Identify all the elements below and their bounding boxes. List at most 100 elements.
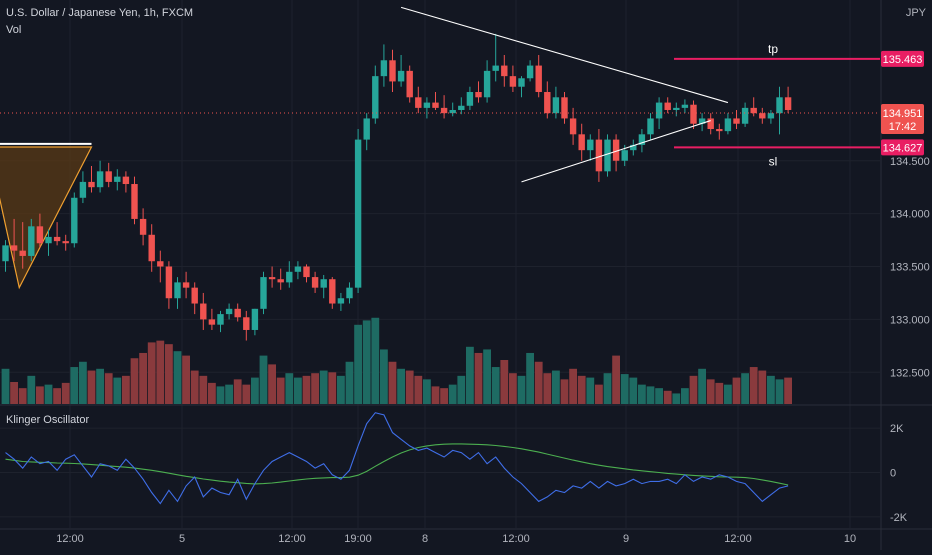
symbol-title: U.S. Dollar / Japanese Yen, 1h, FXCM (6, 7, 194, 19)
candle (741, 102, 749, 127)
candle-body (122, 176, 130, 185)
volume-bar (302, 375, 311, 404)
volume-bar (53, 388, 61, 404)
candle (260, 271, 267, 315)
volume-bar (10, 382, 18, 404)
volume-bar (319, 370, 328, 404)
price-tick-label: 134.000 (890, 209, 930, 221)
candle (208, 308, 216, 330)
price-tick-label: 133.000 (890, 314, 930, 326)
candle-body (10, 245, 18, 251)
candle-body (268, 277, 276, 280)
volume-bar (629, 377, 638, 404)
candle-body (509, 76, 517, 87)
candle (320, 274, 327, 299)
volume-bar (414, 375, 423, 404)
candle-body (406, 70, 413, 98)
candle-body (2, 245, 9, 262)
volume-bar (405, 370, 414, 404)
candle-body (595, 139, 603, 172)
candle-body (423, 102, 431, 108)
volume-bar (509, 373, 517, 404)
candle (638, 129, 646, 153)
candle-body (716, 129, 723, 132)
volume-bar (268, 364, 276, 404)
candle (776, 86, 783, 135)
candle-body (191, 287, 198, 304)
volume-bar (44, 384, 53, 404)
volume-bar (354, 324, 362, 404)
volume-bar (595, 384, 603, 404)
candle-body (466, 92, 474, 106)
trendline-0 (400, 6, 729, 104)
candle (277, 268, 284, 290)
candle-body (277, 279, 284, 283)
candle (294, 261, 302, 280)
price-tick-label: 133.500 (890, 262, 930, 274)
volume-bar (517, 375, 526, 404)
volume-bar (569, 368, 577, 404)
volume-bar (104, 373, 113, 404)
candle-body (784, 97, 792, 110)
candle (552, 86, 560, 119)
level-label-sl: sl (769, 154, 778, 168)
candle-body (664, 102, 671, 110)
volume-bar (698, 368, 706, 404)
osc-tick-label: 2K (890, 423, 904, 435)
candle (716, 123, 723, 140)
candle (36, 213, 44, 248)
time-tick-label: 19:00 (344, 533, 372, 545)
candle-body (750, 107, 757, 114)
candle-body (79, 181, 87, 198)
candle-body (707, 118, 714, 130)
candle-body (475, 92, 482, 98)
klinger-kvo-line (5, 412, 789, 505)
volume-bar (397, 368, 405, 404)
candle (440, 95, 448, 119)
candle-body (690, 104, 697, 124)
level-price-text-tp: 135.463 (883, 54, 923, 66)
candle-body (397, 70, 405, 82)
trendline-1 (521, 120, 711, 183)
volume-bar (182, 355, 190, 404)
volume-bar (233, 379, 242, 404)
candle (311, 271, 319, 293)
candle (578, 123, 585, 161)
volume-bar (784, 377, 792, 404)
candle (96, 160, 104, 193)
candle-body (28, 226, 35, 256)
candle-body (440, 107, 448, 114)
volume-bar (448, 384, 457, 404)
time-tick-label: 12:00 (56, 533, 84, 545)
volume-bar (681, 388, 689, 404)
candle (483, 60, 491, 103)
time-tick-label: 12:00 (724, 533, 752, 545)
volume-bar (655, 388, 663, 404)
osc-tick-label: -2K (890, 512, 908, 524)
volume-bar (251, 377, 259, 404)
volume-bar (466, 346, 474, 404)
candle (182, 271, 190, 299)
volume-bar (225, 384, 233, 404)
volume-bar (18, 388, 27, 404)
candle (526, 60, 534, 82)
candle-body (647, 118, 654, 135)
volume-bar (758, 370, 767, 404)
volume-bar (199, 375, 208, 404)
candle-body (363, 118, 370, 140)
candle-body (458, 105, 465, 110)
volume-bar (113, 377, 122, 404)
price-tick-label: 132.500 (890, 367, 930, 379)
candle-body (604, 139, 611, 172)
volume-bar (70, 367, 79, 404)
candle (19, 222, 26, 269)
candle-body (733, 118, 740, 124)
candle-body (337, 298, 345, 304)
candle (329, 277, 336, 309)
candle (225, 303, 233, 320)
candle-body (612, 139, 620, 161)
candle (475, 81, 482, 103)
volume-bar (603, 373, 612, 404)
